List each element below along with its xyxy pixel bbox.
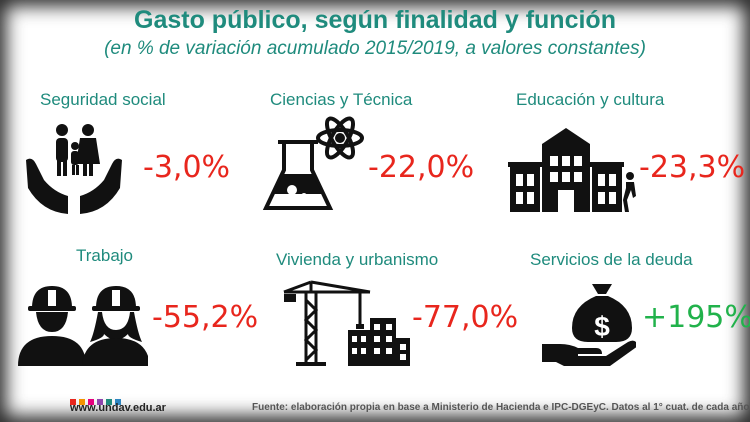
brand-dot xyxy=(106,399,112,405)
item-value-servicios-deuda: +195% xyxy=(642,300,750,335)
footer-website[interactable]: www.undav.edu.ar xyxy=(70,402,166,414)
item-label-vivienda-urbanismo: Vivienda y urbanismo xyxy=(276,250,439,269)
item-label-servicios-deuda: Servicios de la deuda xyxy=(530,250,693,269)
item-label-educacion-cultura: Educación y cultura xyxy=(516,90,665,109)
page-title: Gasto público, según finalidad y función xyxy=(134,6,616,34)
brand-dot xyxy=(88,399,94,405)
family-in-hands-icon xyxy=(26,124,122,214)
construction-crane-icon xyxy=(283,280,410,366)
school-building-icon xyxy=(508,128,636,212)
item-label-ciencias-tecnica: Ciencias y Técnica xyxy=(270,90,413,109)
brand-color-dots xyxy=(70,392,124,410)
workers-helmet-icon xyxy=(18,286,148,366)
brand-dot xyxy=(70,399,76,405)
money-bag-hand-icon: $ xyxy=(542,284,636,366)
page-subtitle: (en % de variación acumulado 2015/2019, … xyxy=(104,38,646,59)
brand-dot xyxy=(97,399,103,405)
brand-dot xyxy=(79,399,85,405)
svg-text:$: $ xyxy=(594,311,610,342)
footer-source-note: Fuente: elaboración propia en base a Min… xyxy=(252,402,750,413)
brand-dot xyxy=(115,399,121,405)
item-value-trabajo: -55,2% xyxy=(152,300,259,335)
item-value-vivienda-urbanismo: -77,0% xyxy=(412,300,519,335)
item-value-educacion-cultura: -23,3% xyxy=(639,150,746,185)
item-value-seguridad-social: -3,0% xyxy=(143,150,231,185)
item-label-trabajo: Trabajo xyxy=(76,246,134,265)
item-value-ciencias-tecnica: -22,0% xyxy=(368,150,475,185)
item-label-seguridad-social: Seguridad social xyxy=(40,90,166,109)
lab-flask-atom-icon xyxy=(262,116,364,210)
